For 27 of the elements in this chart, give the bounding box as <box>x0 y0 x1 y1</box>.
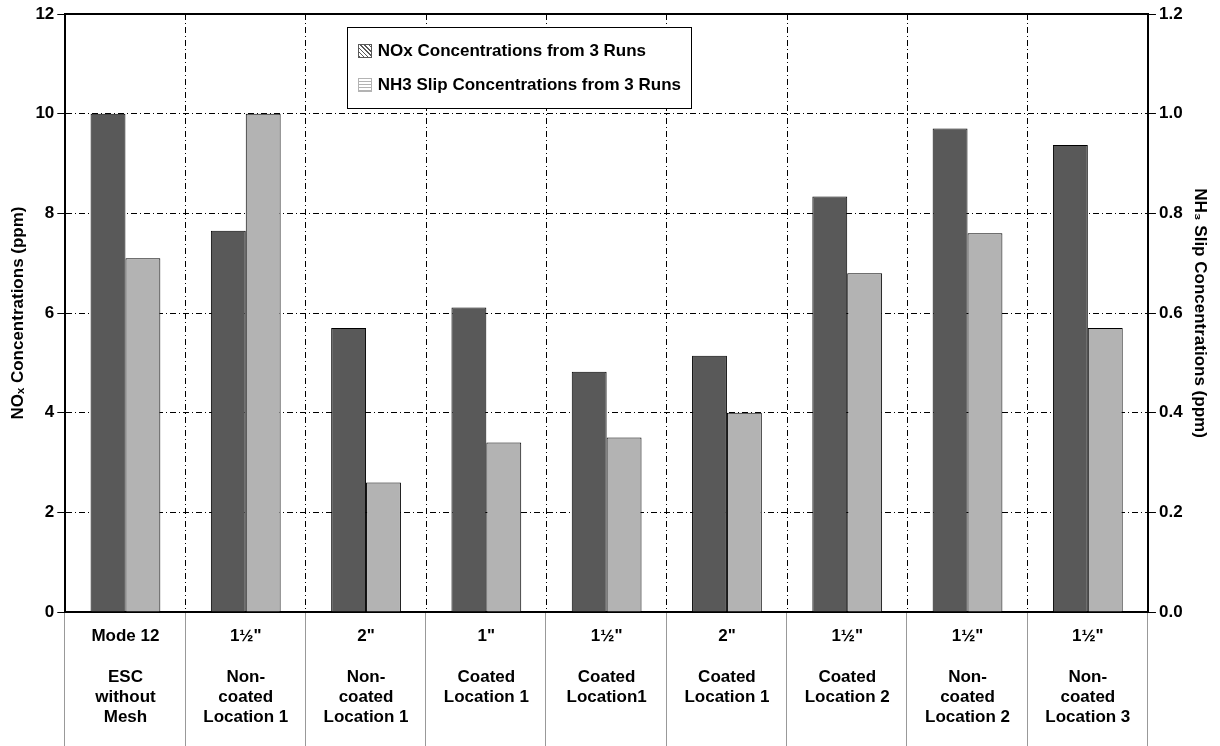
category-label: 1" Coated Location 1 <box>443 625 529 707</box>
y-tick-label: 8 <box>44 203 55 223</box>
y-tick-label: 12 <box>35 3 55 23</box>
y2-tick-label: 0.0 <box>1158 601 1183 621</box>
y2-tick-label: 0.4 <box>1158 402 1184 422</box>
y-tick-label: 4 <box>44 402 55 422</box>
y2-axis-title: NH₃ Slip Concentrations (ppm) <box>1191 188 1211 438</box>
category-label: 1½" Non- coated Location 1 <box>203 625 289 727</box>
y-tick-label: 2 <box>44 502 55 522</box>
y-axis-title: NOₓ Concentrations (ppm) <box>7 206 27 420</box>
category-label: 1½" Coated Location1 <box>566 625 647 707</box>
y2-tick-label: 0.8 <box>1158 203 1183 223</box>
y2-tick-label: 0.2 <box>1158 502 1183 522</box>
y-tick-label: 6 <box>44 302 55 322</box>
y2-tick-label: 1.2 <box>1158 3 1183 23</box>
category-label: 1½" Non- coated Location 3 <box>1045 625 1131 727</box>
legend-label: NOx Concentrations from 3 Runs <box>377 41 647 61</box>
y-tick-label: 10 <box>35 103 55 123</box>
category-label: 2" Coated Location 1 <box>684 625 770 707</box>
category-label: 2" Non- coated Location 1 <box>323 625 409 727</box>
category-label: 1½" Coated Location 2 <box>804 625 890 707</box>
y2-tick-label: 1.0 <box>1158 103 1183 123</box>
legend-label: NH3 Slip Concentrations from 3 Runs <box>377 75 681 95</box>
category-label: Mode 12 ESC without Mesh <box>91 625 160 727</box>
y2-tick-label: 0.6 <box>1158 302 1183 322</box>
y-tick-label: 0 <box>44 601 55 621</box>
category-label: 1½" Non- coated Location 2 <box>925 625 1011 727</box>
